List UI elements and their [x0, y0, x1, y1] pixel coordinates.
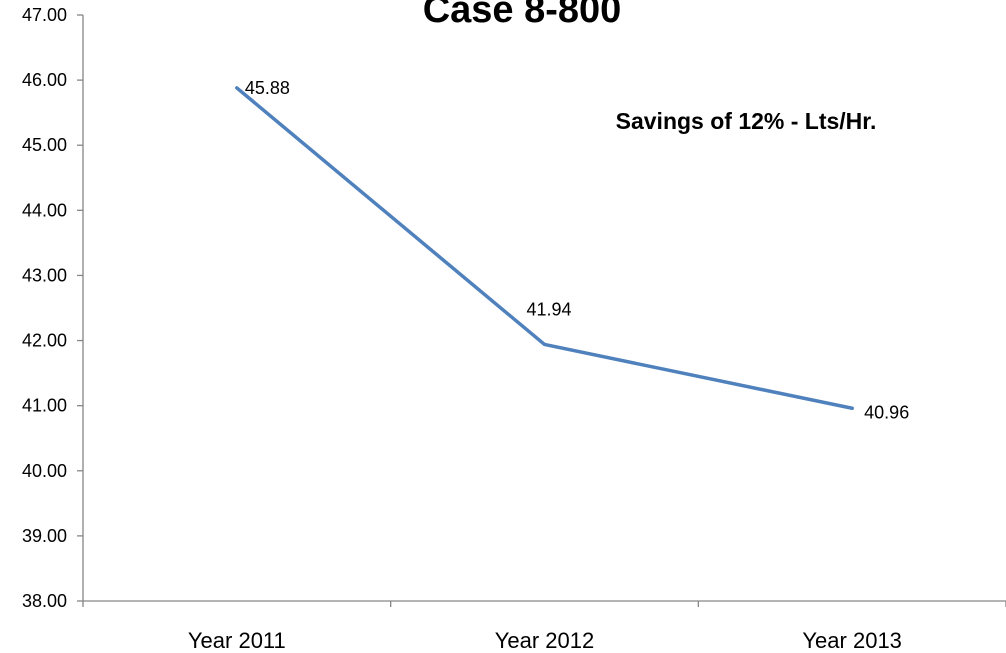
data-label: 41.94: [527, 299, 572, 319]
data-point: [850, 406, 854, 410]
data-label: 40.96: [864, 402, 909, 422]
data-label: 45.88: [245, 78, 290, 98]
y-tick-label: 44.00: [22, 200, 67, 220]
x-category-label: Year 2012: [495, 628, 595, 653]
series-line: [235, 86, 854, 411]
y-tick-label: 45.00: [22, 135, 67, 155]
y-tick-label: 43.00: [22, 265, 67, 285]
x-category-label: Year 2011: [188, 628, 286, 653]
y-tick-label: 39.00: [22, 526, 67, 546]
y-tick-label: 40.00: [22, 461, 67, 481]
y-ticks: 38.00 39.00 40.00 41.00 42.00 43.00 44.00 45.00…: [22, 5, 83, 611]
savings-annotation: Savings of 12% - Lts/Hr.: [616, 108, 877, 134]
y-tick-label: 46.00: [22, 70, 67, 90]
x-ticks: Year 2011 Year 2012 Year 2013: [82, 601, 1006, 653]
data-point: [543, 342, 546, 346]
series-group: [235, 86, 854, 411]
y-tick-label: 42.00: [22, 331, 67, 351]
y-tick-label: 41.00: [22, 396, 67, 416]
data-labels: 45.88 41.94 40.96: [245, 78, 909, 422]
data-point: [235, 86, 239, 90]
y-tick-label: 38.00: [22, 591, 67, 611]
x-category-label: Year 2013: [802, 628, 902, 653]
y-tick-label: 47.00: [22, 5, 67, 25]
chart-title: Case 8-800: [423, 0, 622, 31]
